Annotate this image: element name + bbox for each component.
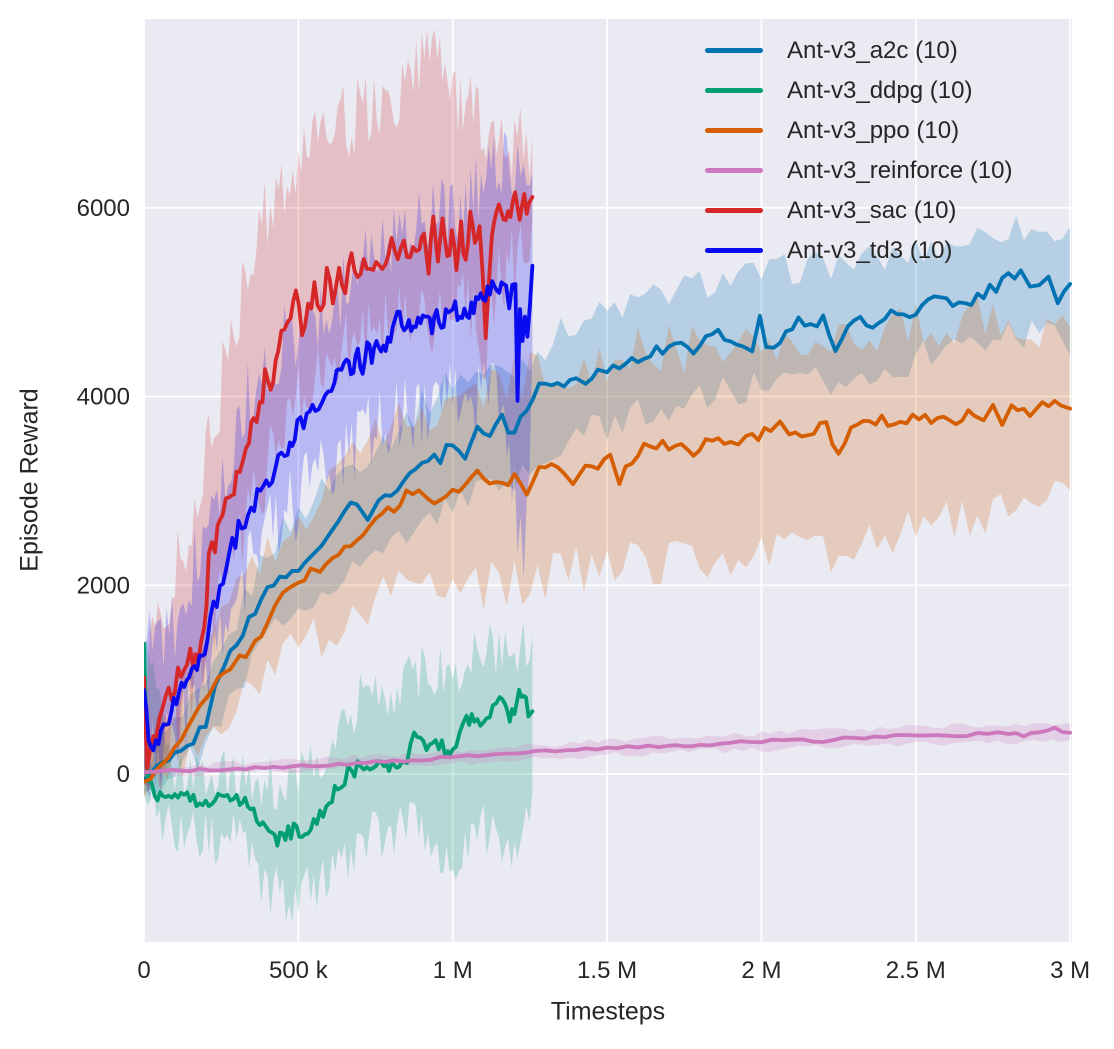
series-lines [144,190,1072,848]
legend-line-swatch [705,208,763,213]
y-tick-label: 6000 [77,195,130,222]
x-axis-label: Timesteps [550,997,666,1026]
band-Ant-v3_a2c (10) [144,215,1071,795]
legend-item: Ant-v3_ddpg (10) [705,76,1012,105]
line-Ant-v3_ddpg (10) [144,641,535,848]
x-tick-label: 1.5 M [577,957,637,984]
legend-item: Ant-v3_reinforce (10) [705,156,1012,185]
tick-labels: 0 500 k 1 M 1.5 M 2 M 2.5 M 3 M 0 2000 4000 6000 [77,195,1091,984]
y-tick-label: 0 [117,761,130,788]
y-axis-label: Episode Reward [15,388,44,572]
band-Ant-v3_ddpg (10) [144,621,533,922]
line-Ant-v3_a2c (10) [144,268,1072,782]
legend-label: Ant-v3_sac (10) [787,196,957,224]
line-Ant-v3_ppo (10) [144,398,1072,784]
line-Ant-v3_td3 (10) [144,263,535,753]
legend-label: Ant-v3_ddpg (10) [787,76,973,104]
band-Ant-v3_ppo (10) [144,297,1071,798]
x-tick-label: 2.5 M [886,957,946,984]
legend-item: Ant-v3_td3 (10) [705,236,1012,265]
legend-item: Ant-v3_a2c (10) [705,36,1012,65]
y-tick-label: 2000 [77,572,130,599]
legend-line-swatch [705,88,763,93]
confidence-bands [144,29,1071,922]
legend-line-swatch [705,168,763,173]
y-tick-label: 4000 [77,384,130,411]
legend-item: Ant-v3_ppo (10) [705,116,1012,145]
legend-item: Ant-v3_sac (10) [705,196,1012,225]
x-tick-label: 0 [137,957,150,984]
legend-label: Ant-v3_td3 (10) [787,236,953,264]
legend-line-swatch [705,48,763,53]
band-Ant-v3_td3 (10) [144,131,533,799]
legend: Ant-v3_a2c (10) Ant-v3_ddpg (10) Ant-v3_pp… [705,36,1012,265]
x-tick-label: 500 k [269,957,329,984]
x-tick-label: 2 M [741,957,781,984]
legend-line-swatch [705,248,763,253]
line-Ant-v3_reinforce (10) [144,725,1072,774]
legend-line-swatch [705,128,763,133]
legend-label: Ant-v3_a2c (10) [787,36,958,64]
gridlines [143,19,1072,942]
line-Ant-v3_sac (10) [144,190,535,770]
legend-label: Ant-v3_reinforce (10) [787,156,1013,184]
x-tick-label: 1 M [433,957,473,984]
x-tick-label: 3 M [1050,957,1090,984]
legend-label: Ant-v3_ppo (10) [787,116,960,144]
